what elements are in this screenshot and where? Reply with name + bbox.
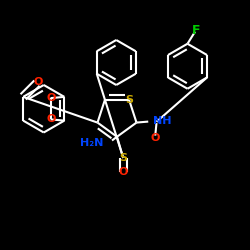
Text: H₂N: H₂N [80,138,103,148]
Text: S: S [125,95,133,105]
Text: F: F [192,24,200,37]
Text: O: O [118,167,128,177]
Text: O: O [47,114,56,124]
Text: NH: NH [153,116,171,126]
Text: O: O [47,93,56,103]
Text: S: S [119,153,127,163]
Text: O: O [34,77,43,87]
Text: O: O [150,132,160,142]
